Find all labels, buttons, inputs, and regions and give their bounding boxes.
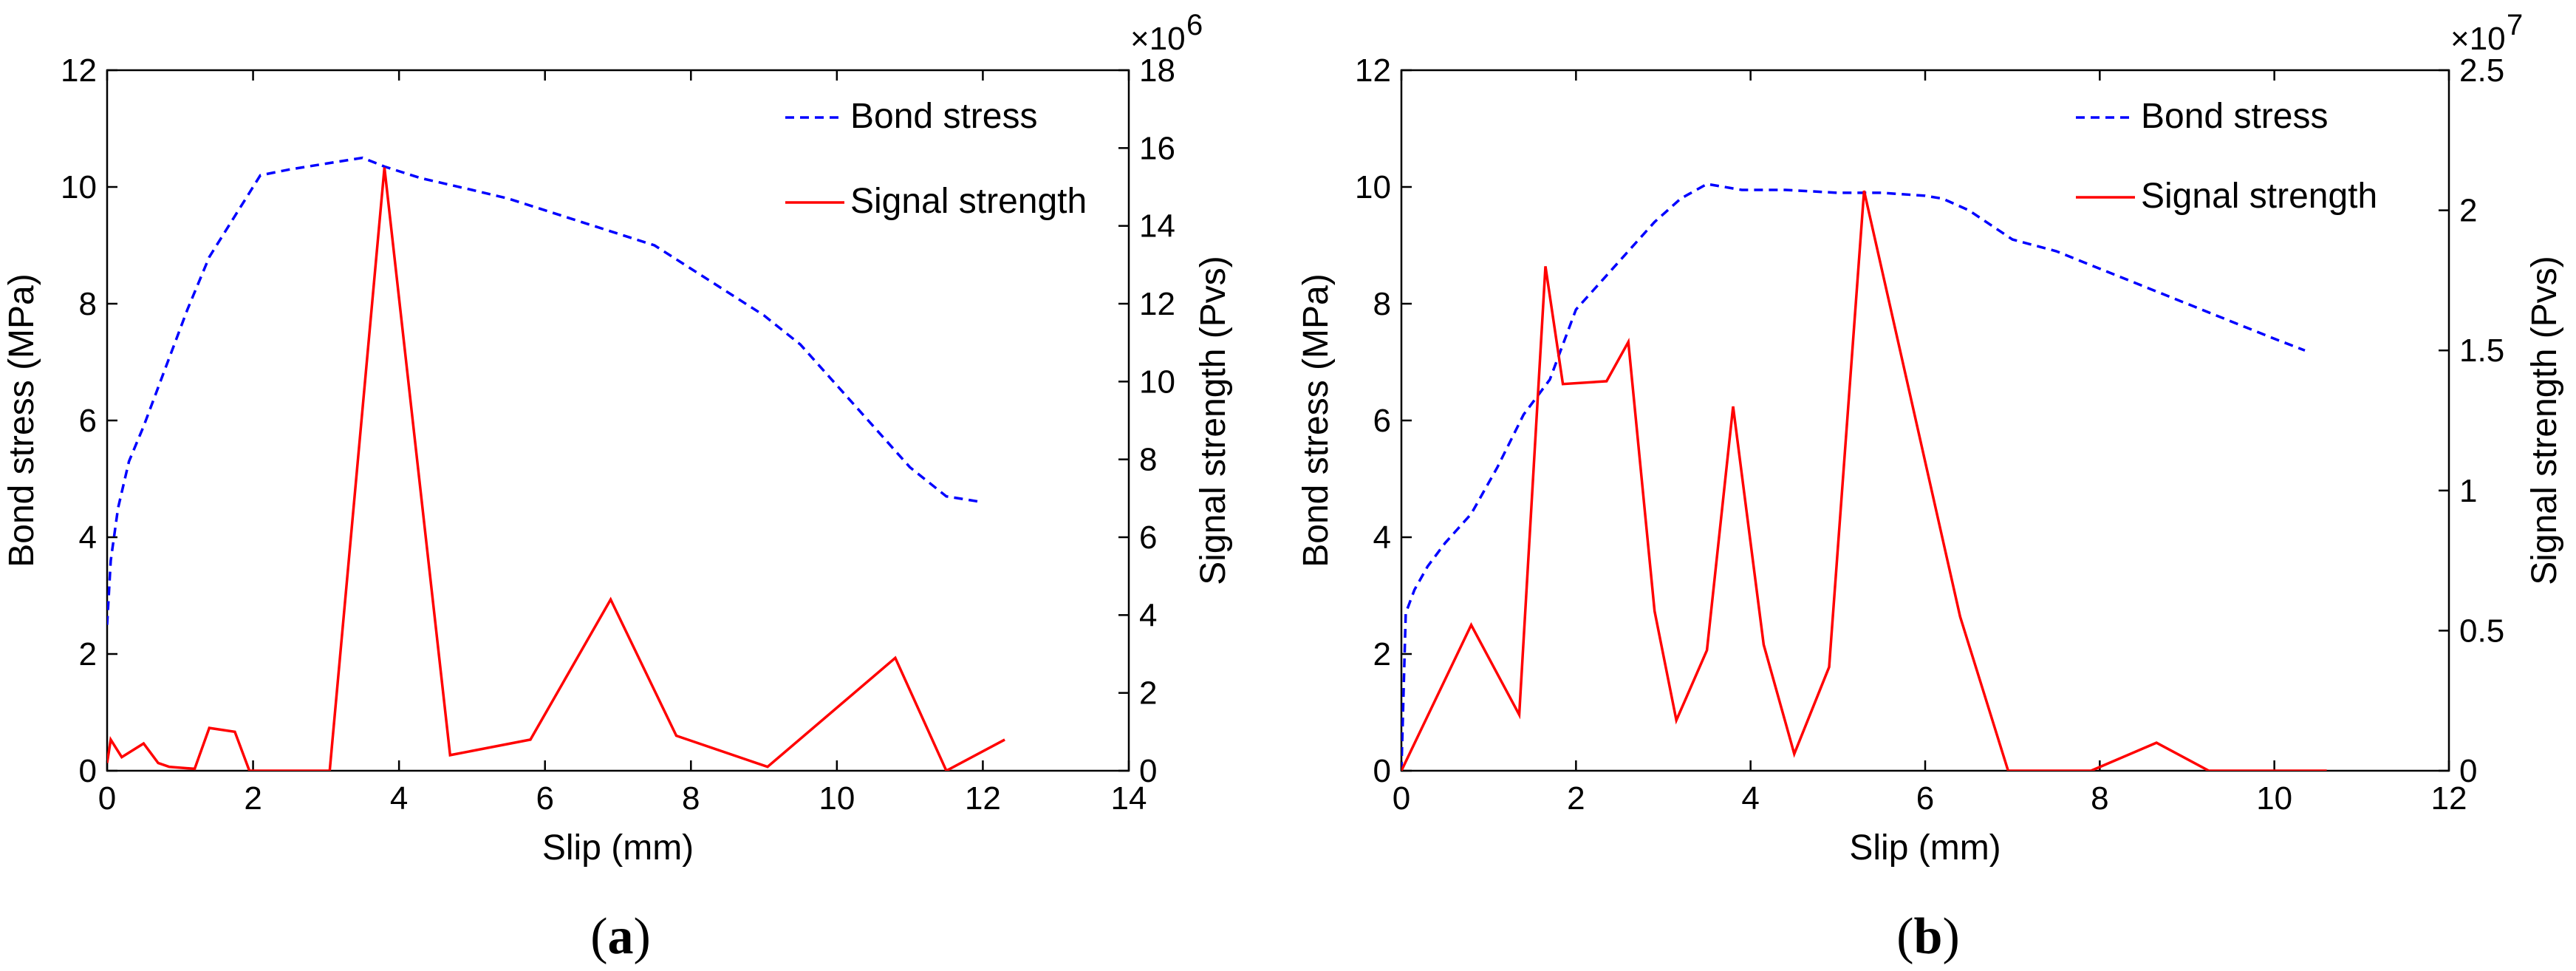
y2-tick-label: 18 <box>1139 52 1175 89</box>
axes-box <box>1400 69 2450 772</box>
y2-tick-label: 4 <box>1139 597 1157 633</box>
y2-exponent: 7 <box>2507 9 2523 41</box>
series-line-bond-stress <box>1401 183 2306 771</box>
panel-label: (a) <box>590 908 651 965</box>
y-tick-label: 10 <box>1355 169 1391 205</box>
y-axis-label: Bond stress (MPa) <box>1296 273 1336 567</box>
panel-label: (b) <box>1896 908 1960 965</box>
x-tick-label: 12 <box>965 780 1001 817</box>
x-tick-label: 8 <box>682 780 700 817</box>
y2-tick-label: 0 <box>1139 753 1157 789</box>
x-tick-label: 6 <box>1916 780 1934 817</box>
y2-tick-label: 2 <box>2459 193 2477 229</box>
y-tick-label: 12 <box>1355 52 1391 89</box>
x-tick-label: 10 <box>2256 780 2292 817</box>
y-tick-label: 4 <box>79 519 97 556</box>
panel-label-close: ) <box>1942 908 1959 965</box>
y2-tick-label: 14 <box>1139 208 1175 245</box>
y2-tick-label: 6 <box>1139 519 1157 556</box>
series-line-signal-strength <box>1401 190 2327 771</box>
x-tick-label: 14 <box>1111 780 1147 817</box>
legend-entry: Signal strength <box>850 182 1087 221</box>
y2-tick-label: 16 <box>1139 130 1175 166</box>
y2-multiplier: ×10 <box>1130 21 1186 57</box>
x-axis-label: Slip (mm) <box>1849 828 2001 868</box>
x-tick-label: 0 <box>1393 780 1410 817</box>
y2-tick-label: 1 <box>2459 473 2477 509</box>
x-tick-label: 10 <box>819 780 855 817</box>
x-tick-label: 8 <box>2091 780 2108 817</box>
y-axis-label: Bond stress (MPa) <box>2 273 41 567</box>
y-tick-label: 12 <box>61 52 97 89</box>
y2-multiplier: ×10 <box>2450 21 2506 57</box>
y-tick-label: 8 <box>1373 286 1391 322</box>
y2-tick-label: 0 <box>2459 753 2477 789</box>
legend-entry: Bond stress <box>850 97 1037 136</box>
y-tick-label: 6 <box>79 403 97 439</box>
y-tick-label: 6 <box>1373 403 1391 439</box>
y-tick-label: 2 <box>1373 636 1391 672</box>
y2-axis-label: Signal strength (Pvs) <box>2525 256 2564 585</box>
x-tick-label: 2 <box>244 780 262 817</box>
panel-label-open: ( <box>590 908 607 965</box>
x-tick-label: 12 <box>2431 780 2467 817</box>
legend-entry: Bond stress <box>2141 97 2328 136</box>
y-tick-label: 8 <box>79 286 97 322</box>
y-tick-label: 10 <box>61 169 97 205</box>
y2-tick-label: 12 <box>1139 286 1175 322</box>
y-tick-label: 4 <box>1373 519 1391 556</box>
panel-label-open: ( <box>1896 908 1913 965</box>
y2-exponent: 6 <box>1186 9 1203 41</box>
series-line-signal-strength <box>107 167 1005 771</box>
y2-tick-label: 0.5 <box>2459 613 2504 649</box>
panel-label-close: ) <box>634 908 651 965</box>
panel-label-letter: a <box>608 908 634 965</box>
x-tick-label: 4 <box>1741 780 1759 817</box>
y2-tick-label: 1.5 <box>2459 333 2504 369</box>
legend-entry: Signal strength <box>2141 177 2377 216</box>
x-axis-label: Slip (mm) <box>542 828 694 868</box>
y-tick-label: 0 <box>1373 753 1391 789</box>
y2-tick-label: 8 <box>1139 442 1157 478</box>
y-tick-label: 2 <box>79 636 97 672</box>
y2-tick-label: 2 <box>1139 675 1157 712</box>
y2-tick-label: 2.5 <box>2459 52 2504 89</box>
panel-label-letter: b <box>1914 908 1943 965</box>
series-line-bond-stress <box>107 156 983 625</box>
y2-tick-label: 10 <box>1139 364 1175 400</box>
y-tick-label: 0 <box>79 753 97 789</box>
x-tick-label: 6 <box>536 780 553 817</box>
x-tick-label: 4 <box>390 780 408 817</box>
x-tick-label: 0 <box>98 780 116 817</box>
x-tick-label: 2 <box>1567 780 1585 817</box>
y2-axis-label: Signal strength (Pvs) <box>1194 256 1233 585</box>
